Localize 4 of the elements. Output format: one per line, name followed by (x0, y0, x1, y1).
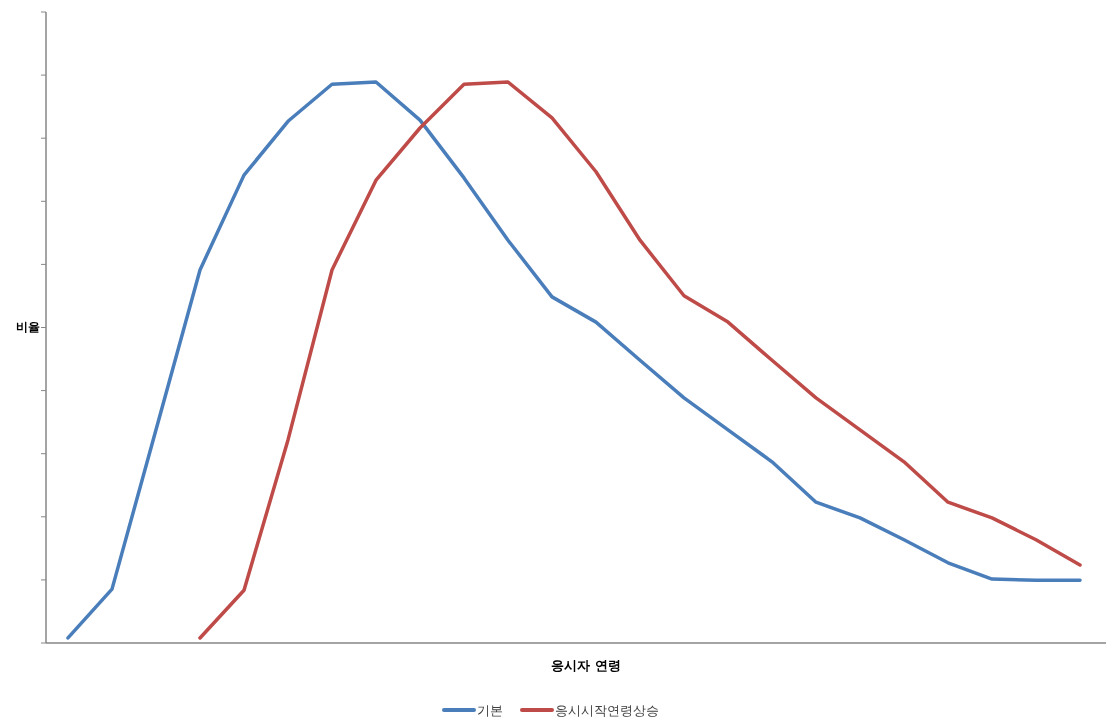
ylabel: 비율 (16, 320, 40, 334)
legend-label: 응시시작연령상승 (555, 703, 659, 718)
xlabel: 응시자 연령 (551, 658, 621, 673)
legend-label: 기본 (477, 703, 503, 718)
